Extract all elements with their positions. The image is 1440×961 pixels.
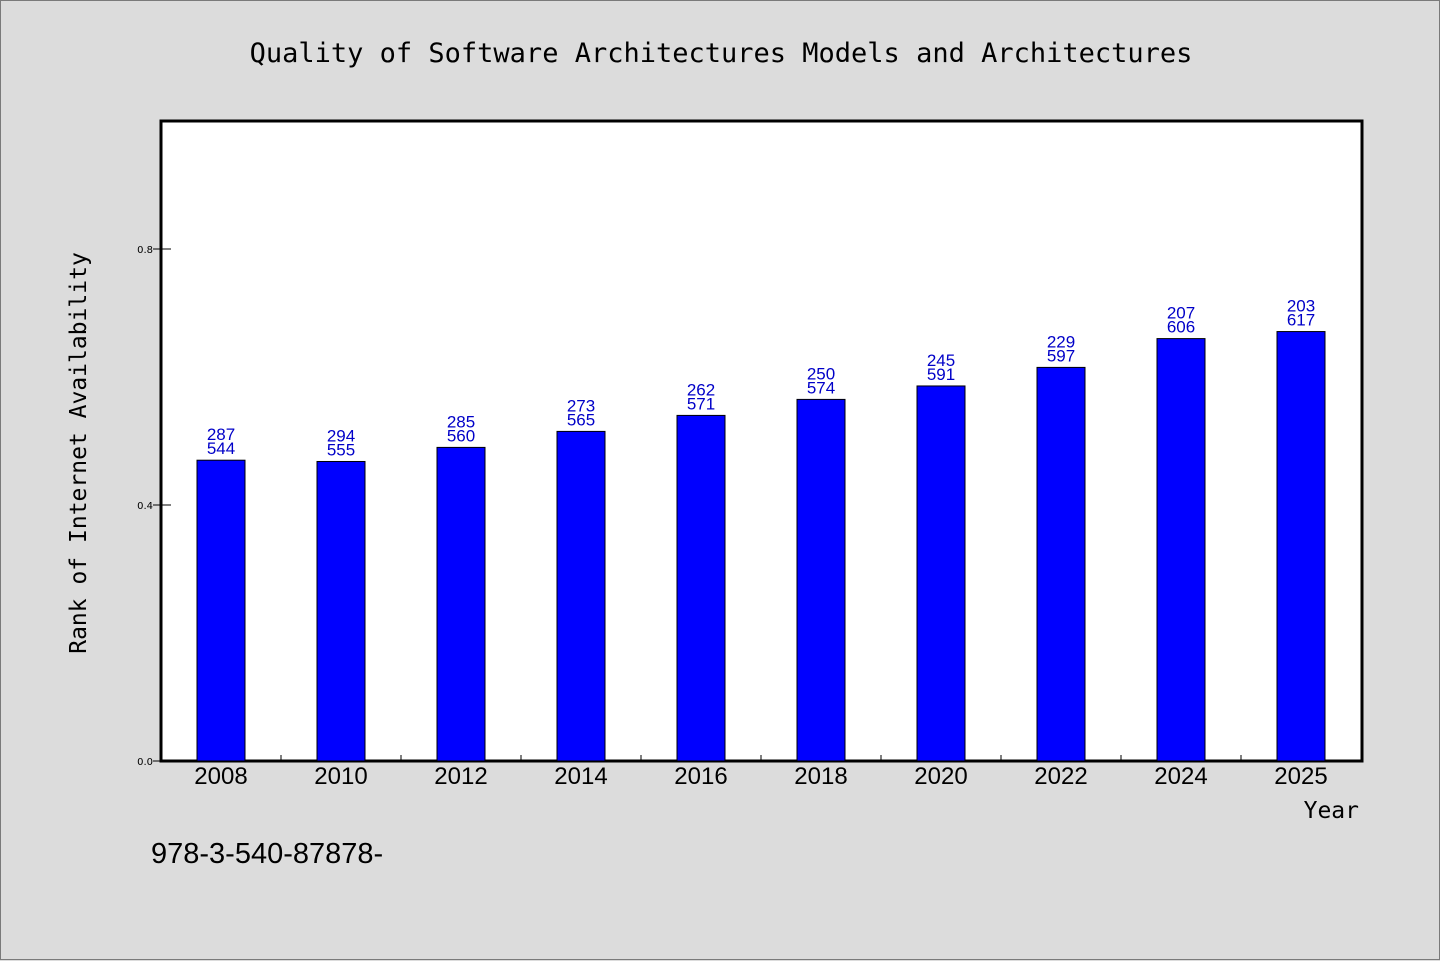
bar-label-bottom: 560 xyxy=(447,426,475,445)
y-axis-label: Rank of Internet Availability xyxy=(66,252,92,654)
x-tick-label: 2018 xyxy=(794,763,847,790)
bar xyxy=(1276,331,1326,762)
bar xyxy=(436,446,486,762)
y-tick-label: 0.8 xyxy=(137,245,153,256)
bar xyxy=(556,430,606,762)
bar-label-bottom: 597 xyxy=(1047,346,1075,365)
x-tick-label: 2016 xyxy=(674,763,727,790)
bar-label-top: 287 xyxy=(207,425,235,444)
bar-label-top: 262 xyxy=(687,380,715,399)
bar-label-bottom: 544 xyxy=(207,439,235,458)
bar-label-top: 294 xyxy=(327,426,355,445)
bar xyxy=(916,385,966,762)
bar-label-top: 273 xyxy=(567,396,595,415)
bar-label-top: 229 xyxy=(1047,332,1075,351)
bar xyxy=(1036,366,1086,762)
bar-label-bottom: 606 xyxy=(1167,318,1195,337)
y-tick-label: 0.0 xyxy=(137,757,153,768)
bar xyxy=(196,459,246,762)
bar xyxy=(676,414,726,762)
bars xyxy=(196,331,1326,762)
bar xyxy=(316,460,366,762)
x-tick-label: 2025 xyxy=(1274,763,1327,790)
bar-label-top: 245 xyxy=(927,351,955,370)
y-tick-label: 0.4 xyxy=(137,501,153,512)
x-tick-label: 2020 xyxy=(914,763,967,790)
bar xyxy=(796,398,846,762)
x-tick-label: 2012 xyxy=(434,763,487,790)
x-tick-label: 2024 xyxy=(1154,763,1207,790)
bar-label-bottom: 555 xyxy=(327,440,355,459)
bar-label-top: 250 xyxy=(807,364,835,383)
footnote: 978-3-540-87878- xyxy=(151,838,383,870)
bar-label-bottom: 617 xyxy=(1287,311,1315,330)
x-tick-labels: 2008 2010 2012 2014 2016 2018 2020 2022 2024 2025 xyxy=(194,763,1327,790)
x-tick-label: 2010 xyxy=(314,763,367,790)
x-tick-label: 2022 xyxy=(1034,763,1087,790)
bar-label-bottom: 565 xyxy=(567,410,595,429)
bar-label-top: 203 xyxy=(1287,297,1315,316)
axis-ticks: 0.0 0.4 0.8 xyxy=(137,245,1242,768)
bar-label-bottom: 574 xyxy=(807,378,835,397)
bar-labels: 2875442945552855602735652625712505742455… xyxy=(207,297,1315,460)
bar-label-top: 285 xyxy=(447,412,475,431)
bar xyxy=(1156,338,1206,762)
chart-title: Quality of Software Architectures Models… xyxy=(250,38,1193,69)
x-axis-label: Year xyxy=(1304,798,1359,824)
bar-label-bottom: 591 xyxy=(927,365,955,384)
bar-label-bottom: 571 xyxy=(687,394,715,413)
x-tick-label: 2014 xyxy=(554,763,607,790)
bar-label-top: 207 xyxy=(1167,304,1195,323)
x-tick-label: 2008 xyxy=(194,763,247,790)
